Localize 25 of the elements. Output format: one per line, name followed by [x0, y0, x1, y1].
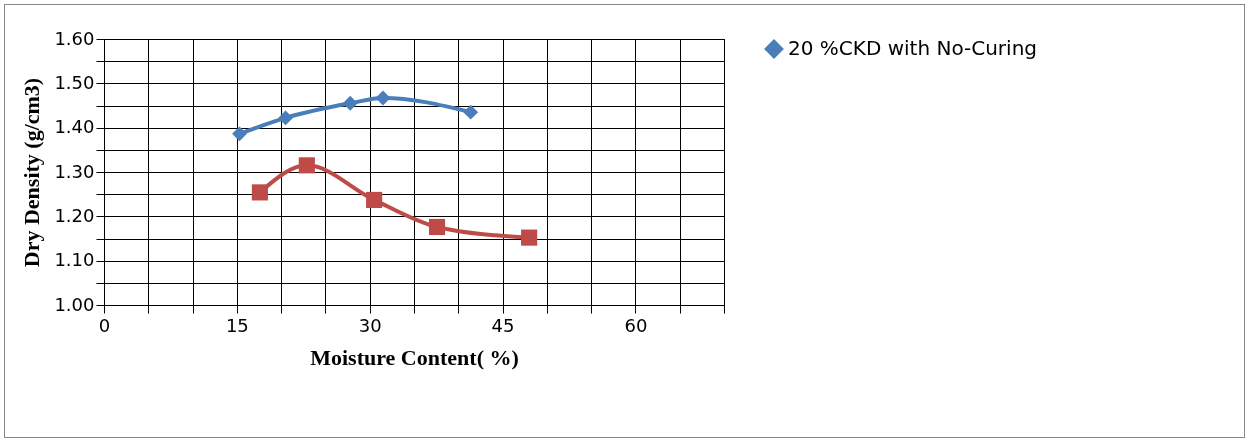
y-tick-label: 1.10 [54, 249, 95, 271]
point [521, 229, 538, 246]
x-axis-title: Moisture Content( %) [310, 344, 519, 370]
y-axis-title: Dry Density (g/cm3) [19, 77, 45, 268]
x-tick-label: 45 [491, 314, 515, 336]
x-tick-label: 0 [98, 314, 111, 336]
point [463, 104, 479, 120]
point [232, 126, 247, 142]
y-tick-label: 1.00 [54, 293, 95, 315]
y-tick-label: 1.60 [54, 27, 95, 49]
point [366, 191, 383, 208]
point [342, 95, 358, 111]
x-tick-label: 30 [358, 314, 382, 336]
y-tick-label: 1.20 [54, 204, 95, 226]
point [428, 218, 446, 236]
point [298, 157, 315, 174]
x-tick-label: 15 [225, 314, 249, 336]
y-tick-label: 1.50 [54, 71, 95, 93]
x-tick-label: 60 [624, 314, 648, 336]
point [278, 110, 293, 126]
point [375, 90, 391, 106]
y-tick-label: 1.30 [54, 160, 95, 182]
y-tick-label: 1.40 [54, 116, 95, 138]
legend-label: 20 %CKD with No-Curing [788, 36, 1038, 60]
point [251, 184, 268, 201]
